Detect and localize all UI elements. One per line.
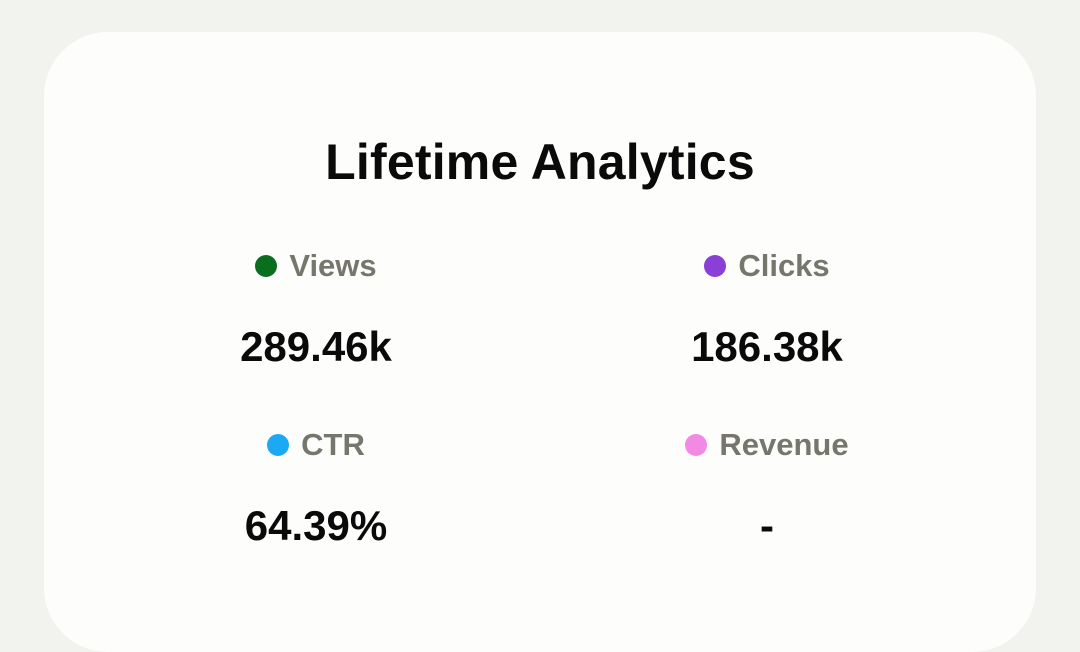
ctr-label: CTR: [301, 427, 365, 462]
revenue-metric: Revenue -: [607, 425, 927, 549]
clicks-label-row: Clicks: [607, 246, 927, 286]
views-label: Views: [289, 248, 377, 283]
lifetime-analytics-card: Lifetime Analytics Views 289.46k Clicks …: [44, 32, 1036, 652]
blue-dot-icon: [267, 434, 290, 456]
clicks-value: 186.38k: [691, 323, 843, 370]
ctr-metric: CTR 64.39%: [156, 425, 476, 549]
views-metric: Views 289.46k: [156, 246, 476, 370]
card-title: Lifetime Analytics: [325, 134, 755, 190]
ctr-value: 64.39%: [244, 502, 388, 549]
views-value: 289.46k: [240, 323, 392, 370]
ctr-label-row: CTR: [156, 425, 476, 465]
clicks-label: Clicks: [738, 248, 830, 283]
revenue-value: -: [760, 502, 774, 549]
green-dot-icon: [255, 255, 278, 277]
purple-dot-icon: [704, 255, 727, 277]
pink-dot-icon: [685, 434, 708, 456]
views-label-row: Views: [156, 246, 476, 286]
revenue-label: Revenue: [719, 427, 849, 462]
clicks-metric: Clicks 186.38k: [607, 246, 927, 370]
revenue-label-row: Revenue: [607, 425, 927, 465]
